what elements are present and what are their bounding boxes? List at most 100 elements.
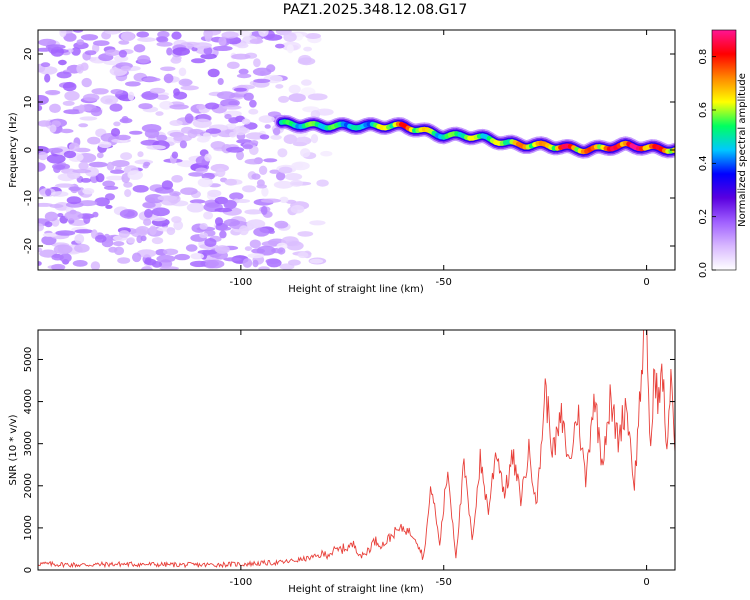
noise-blob: [74, 234, 85, 244]
noise-blob: [204, 153, 212, 162]
noise-blob: [220, 98, 240, 108]
noise-blob: [291, 161, 310, 171]
noise-blob: [236, 43, 249, 49]
noise-blob: [144, 128, 160, 139]
noise-blob: [72, 30, 84, 33]
noise-blob: [166, 47, 173, 56]
noise-blob: [215, 168, 226, 178]
noise-blob: [50, 191, 69, 197]
noise-blob: [256, 245, 276, 256]
noise-blob: [204, 102, 220, 110]
noise-blob: [290, 204, 305, 214]
noise-blob: [283, 134, 298, 145]
noise-blob: [235, 30, 252, 37]
noise-blob: [110, 89, 124, 95]
noise-blob: [196, 103, 206, 110]
noise-blob: [90, 107, 103, 117]
noise-blob: [258, 165, 268, 175]
noise-blob: [42, 232, 58, 237]
noise-blob: [136, 249, 157, 258]
noise-blob: [90, 261, 101, 270]
y-tick-label: 1000: [23, 515, 34, 540]
noise-blob: [259, 134, 270, 140]
noise-blob: [120, 152, 133, 161]
noise-blob: [205, 259, 225, 269]
noise-blob: [68, 142, 80, 152]
noise-blob: [252, 67, 272, 77]
noise-blob: [59, 30, 67, 38]
spectrogram-x-ticks: -100 -50 0: [230, 30, 650, 288]
noise-blob: [137, 151, 144, 158]
noise-blob: [171, 31, 182, 40]
y-tick-label: 4000: [23, 389, 34, 414]
noise-blob: [272, 127, 281, 136]
noise-blob: [132, 185, 149, 193]
noise-blob: [223, 199, 237, 210]
noise-blob: [135, 226, 150, 235]
noise-blob: [151, 261, 163, 268]
noise-blob: [123, 181, 133, 188]
noise-blob: [72, 260, 88, 267]
noise-blob: [192, 118, 212, 128]
noise-blob: [78, 161, 89, 171]
noise-blob: [96, 152, 104, 159]
noise-blob: [66, 196, 82, 205]
noise-blob: [47, 147, 63, 154]
noise-blob: [55, 230, 76, 236]
noise-blob: [127, 91, 135, 101]
noise-blob: [38, 261, 42, 266]
noise-blob: [156, 94, 169, 101]
noise-blob: [247, 221, 257, 229]
snr-panel: -100 -50 0 0 1000 2000 3000 4000 5000 Height of…: [8, 329, 676, 595]
noise-blob: [261, 186, 269, 197]
noise-blob: [218, 36, 227, 46]
noise-blob: [219, 230, 227, 239]
noise-blob: [253, 78, 271, 83]
noise-blob: [215, 245, 230, 254]
noise-blob: [83, 214, 91, 225]
noise-blob: [173, 134, 192, 142]
noise-blob: [294, 136, 312, 146]
noise-blob: [53, 244, 73, 255]
noise-blob: [248, 108, 259, 115]
noise-blob: [155, 111, 164, 116]
noise-blob: [316, 179, 329, 187]
noise-blob: [105, 204, 113, 209]
noise-blob: [92, 211, 99, 218]
noise-blob: [212, 45, 233, 52]
noise-blob: [85, 167, 99, 177]
x-tick-label: -100: [230, 577, 253, 588]
noise-blob: [242, 185, 256, 193]
noise-blob: [120, 31, 135, 42]
noise-blob: [81, 77, 92, 88]
spectrogram-y-label: Frequency (Hz): [8, 112, 19, 188]
noise-blob: [171, 216, 182, 224]
noise-blob: [103, 185, 119, 190]
noise-blob: [189, 260, 209, 268]
noise-blob: [197, 249, 218, 255]
noise-blob: [170, 57, 182, 64]
noise-blob: [224, 113, 232, 120]
noise-blob: [169, 191, 181, 197]
noise-blob: [180, 187, 198, 195]
noise-blob: [142, 202, 156, 209]
spectrogram-y-ticks: -20 -10 0 10 20: [23, 48, 675, 254]
noise-blob: [45, 44, 66, 50]
y-tick-label: 5000: [23, 347, 34, 372]
noise-blob: [120, 65, 132, 72]
noise-blob: [73, 42, 89, 50]
noise-blob: [270, 134, 282, 140]
noise-blob: [226, 61, 240, 69]
noise-blob: [274, 220, 289, 229]
noise-blob: [94, 197, 110, 207]
noise-blob: [203, 211, 214, 220]
noise-blob: [307, 93, 328, 101]
noise-blob: [256, 184, 268, 189]
noise-blob: [267, 111, 281, 117]
noise-blob: [283, 32, 297, 42]
y-tick-label: 20: [23, 48, 34, 61]
spectrogram-noise-layer: [38, 30, 339, 270]
noise-blob: [191, 58, 206, 64]
noise-blob: [58, 59, 67, 66]
